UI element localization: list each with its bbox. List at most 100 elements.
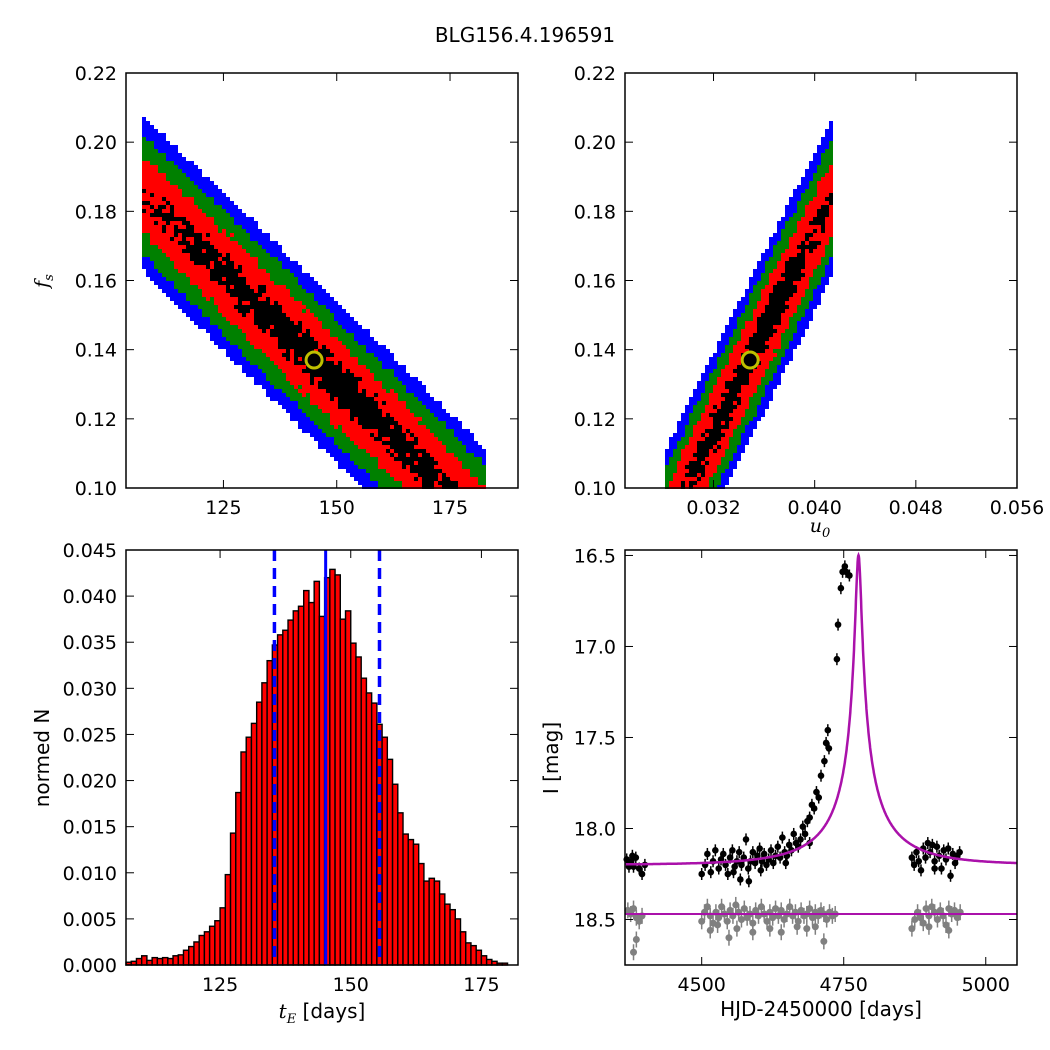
density-cell (358, 377, 362, 381)
density-cell (442, 457, 446, 461)
density-cell (410, 485, 414, 489)
density-cell (761, 393, 765, 397)
density-cell (777, 233, 781, 237)
density-cell (298, 417, 302, 421)
density-cell (390, 457, 394, 461)
density-cell (278, 361, 282, 365)
density-cell (450, 477, 454, 481)
density-cell (382, 405, 386, 409)
density-cell (713, 469, 717, 473)
density-cell (741, 381, 745, 385)
density-cell (737, 321, 741, 325)
density-cell (374, 361, 378, 365)
density-cell (769, 305, 773, 309)
density-cell (158, 173, 162, 177)
density-cell (721, 389, 725, 393)
density-cell (170, 185, 174, 189)
density-cell (410, 473, 414, 477)
density-cell (354, 369, 358, 373)
density-cell (210, 289, 214, 293)
density-cell (418, 473, 422, 477)
density-cell (773, 349, 777, 353)
density-cell (146, 177, 150, 181)
density-cell (258, 253, 262, 257)
density-cell (206, 229, 210, 233)
density-cell (677, 481, 681, 485)
density-cell (274, 345, 278, 349)
density-cell (250, 269, 254, 273)
density-cell (398, 421, 402, 425)
density-cell (757, 333, 761, 337)
density-cell (146, 149, 150, 153)
density-cell (458, 485, 462, 489)
density-cell (186, 193, 190, 197)
density-cell (258, 333, 262, 337)
density-cell (266, 289, 270, 293)
density-cell (326, 361, 330, 365)
density-cell (146, 121, 150, 125)
density-cell (170, 229, 174, 233)
density-cell (142, 205, 146, 209)
density-cell (234, 285, 238, 289)
density-cell (230, 277, 234, 281)
density-cell (797, 197, 801, 201)
density-cell (737, 353, 741, 357)
density-cell (270, 341, 274, 345)
density-cell (374, 357, 378, 361)
density-cell (753, 397, 757, 401)
density-cell (466, 449, 470, 453)
density-cell (753, 349, 757, 353)
density-cell (346, 369, 350, 373)
density-cell (805, 305, 809, 309)
density-cell (669, 437, 673, 441)
density-cell (166, 257, 170, 261)
density-cell (350, 437, 354, 441)
density-cell (753, 285, 757, 289)
density-cell (701, 441, 705, 445)
density-cell (154, 217, 158, 221)
density-cell (374, 385, 378, 389)
density-cell (246, 269, 250, 273)
histogram-bar (355, 656, 362, 966)
density-cell (466, 445, 470, 449)
density-cell (729, 365, 733, 369)
density-cell (418, 477, 422, 481)
density-cell (362, 433, 366, 437)
density-cell (378, 485, 382, 489)
density-cell (146, 261, 150, 265)
density-cell (725, 461, 729, 465)
density-cell (685, 421, 689, 425)
density-cell (777, 269, 781, 273)
density-cell (765, 377, 769, 381)
density-cell (146, 237, 150, 241)
density-cell (262, 325, 266, 329)
density-cell (801, 241, 805, 245)
density-cell (146, 133, 150, 137)
density-cell (761, 357, 765, 361)
density-cell (789, 245, 793, 249)
density-cell (270, 397, 274, 401)
density-cell (705, 413, 709, 417)
density-cell (250, 297, 254, 301)
density-cell (286, 297, 290, 301)
density-cell (753, 357, 757, 361)
density-cell (390, 393, 394, 397)
density-cell (817, 237, 821, 241)
density-cell (182, 273, 186, 277)
density-cell (330, 305, 334, 309)
density-cell (813, 165, 817, 169)
density-cell (821, 261, 825, 265)
density-cell (709, 421, 713, 425)
density-cell (410, 393, 414, 397)
p0-ytick-label: 0.22 (75, 63, 117, 85)
density-cell (326, 349, 330, 353)
density-cell (773, 289, 777, 293)
density-cell (466, 441, 470, 445)
density-cell (729, 389, 733, 393)
density-cell (673, 485, 677, 489)
density-cell (781, 293, 785, 297)
density-cell (294, 393, 298, 397)
density-cell (214, 281, 218, 285)
density-cell (330, 357, 334, 361)
density-cell (689, 401, 693, 405)
